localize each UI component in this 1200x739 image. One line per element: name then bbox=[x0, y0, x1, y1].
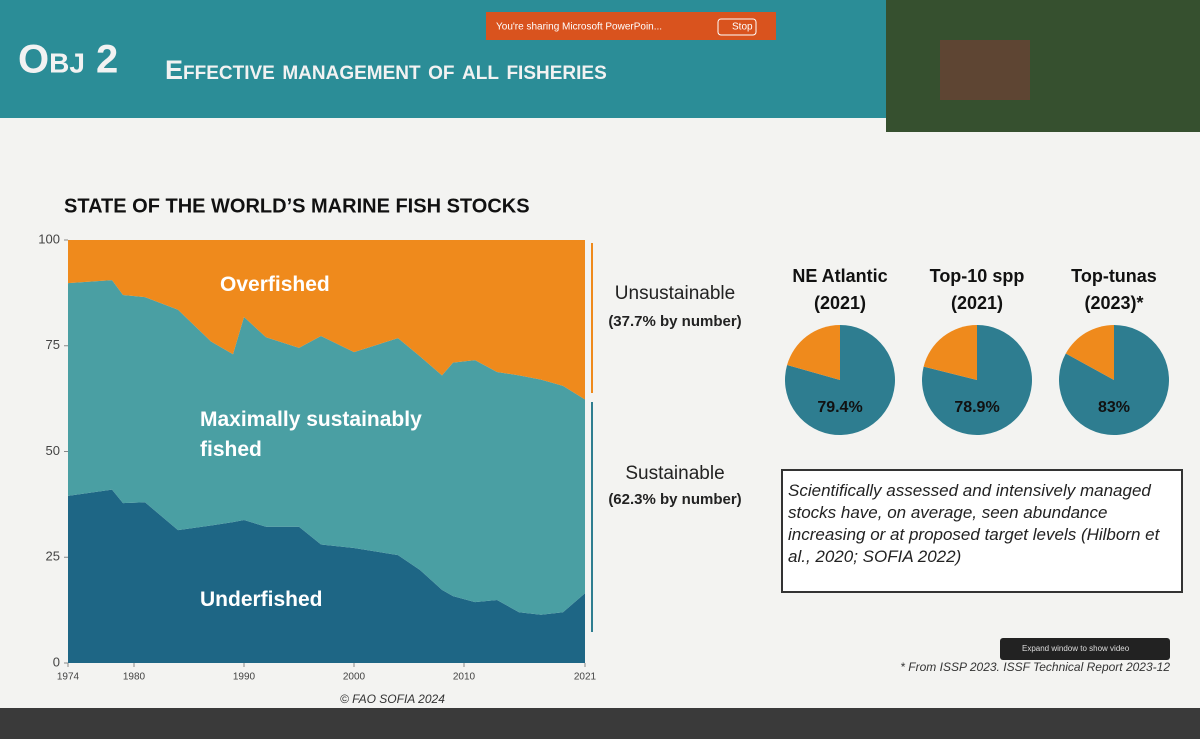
note-text: Scientifically assessed and intensively … bbox=[788, 481, 1160, 566]
area bbox=[68, 240, 585, 400]
pie-slice bbox=[923, 325, 977, 380]
annotation: (62.3% by number) bbox=[608, 491, 741, 508]
video-popup[interactable] bbox=[1000, 638, 1170, 660]
x-tick-label: 2021 bbox=[574, 672, 597, 683]
pie-slice bbox=[787, 325, 840, 380]
x-tick-label: 1990 bbox=[233, 672, 256, 683]
series-label: Underfished bbox=[200, 588, 323, 611]
x-tick-label: 2000 bbox=[343, 672, 366, 683]
pie-title: Top-tunas (2023)* bbox=[1071, 266, 1157, 313]
pie-label: 83% bbox=[1098, 399, 1130, 416]
pie-label: 78.9% bbox=[954, 399, 999, 416]
annotation: Unsustainable bbox=[615, 283, 735, 304]
x-tick-label: 1980 bbox=[123, 672, 146, 683]
annotation: Sustainable bbox=[625, 463, 724, 484]
y-tick-label: 50 bbox=[46, 443, 60, 458]
x-tick-label: 2010 bbox=[453, 672, 476, 683]
header-title: Effective management of all fisheries bbox=[165, 55, 607, 85]
source: © FAO SOFIA 2024 bbox=[340, 692, 445, 706]
pie-slice bbox=[922, 325, 1032, 435]
pie-slice bbox=[1065, 325, 1114, 380]
area bbox=[68, 489, 585, 663]
stop-label[interactable]: Stop bbox=[732, 22, 753, 33]
y-tick-label: 0 bbox=[53, 654, 60, 669]
video-popup-text[interactable]: Expand window to show video bbox=[1022, 644, 1130, 653]
pie-title: Top-10 spp (2021) bbox=[929, 266, 1025, 313]
y-tick-label: 75 bbox=[46, 337, 60, 352]
pie-label: 79.4% bbox=[817, 399, 862, 416]
y-tick-label: 100 bbox=[38, 231, 60, 246]
annotation: (37.7% by number) bbox=[608, 313, 741, 330]
sharing-text: You're sharing Microsoft PowerPoin... bbox=[496, 22, 662, 33]
header-prefix: Obj 2 bbox=[18, 38, 118, 82]
pie-title: NE Atlantic (2021) bbox=[792, 266, 888, 313]
y-tick-label: 25 bbox=[46, 549, 60, 564]
note-box bbox=[781, 469, 1183, 593]
header-photo-roofs bbox=[940, 40, 1030, 100]
series-label: Maximally sustainably fished bbox=[200, 408, 422, 461]
stop-button[interactable] bbox=[717, 18, 757, 36]
chart-title: STATE OF THE WORLD’S MARINE FISH STOCKS bbox=[64, 195, 530, 217]
series-label: Overfished bbox=[220, 273, 330, 296]
area bbox=[68, 280, 585, 615]
footnote: * From ISSP 2023. ISSF Technical Report … bbox=[900, 660, 1170, 674]
x-tick-label: 1974 bbox=[57, 672, 80, 683]
header-photo bbox=[886, 0, 1200, 132]
